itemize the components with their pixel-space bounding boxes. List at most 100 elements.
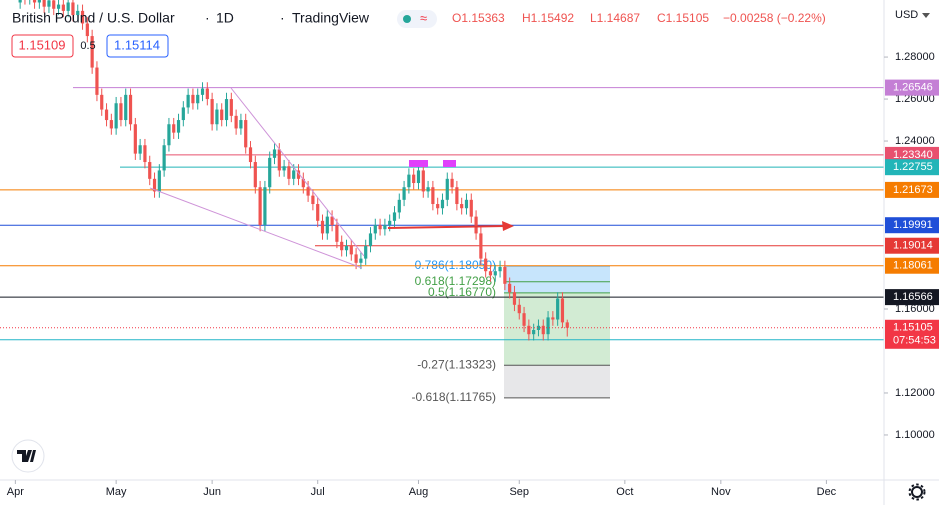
candle-body bbox=[215, 109, 219, 125]
ohlc-value: L1.14687 bbox=[590, 11, 640, 25]
x-tick-label: Jun bbox=[203, 486, 221, 498]
gear[interactable] bbox=[911, 486, 923, 498]
candle-body bbox=[167, 124, 171, 146]
buy-box[interactable] bbox=[106, 34, 169, 58]
y-tick-label: 1.10000 bbox=[895, 429, 935, 441]
candle-body bbox=[181, 107, 185, 121]
x-tick-label: May bbox=[106, 486, 127, 498]
candle-body bbox=[32, 0, 37, 3]
candle-body bbox=[340, 241, 344, 251]
candle-body bbox=[104, 109, 109, 121]
candle-body bbox=[373, 225, 377, 234]
candle-body bbox=[224, 99, 229, 121]
candle-body bbox=[71, 2, 75, 16]
arrow-head bbox=[502, 221, 514, 231]
marker bbox=[409, 160, 428, 167]
fib-zone-top bbox=[504, 265, 610, 293]
settings[interactable] bbox=[908, 483, 926, 501]
drawings bbox=[149, 87, 514, 269]
candle-body bbox=[268, 157, 272, 188]
arrow-line bbox=[387, 225, 506, 229]
candle-body bbox=[157, 170, 161, 192]
candle-body bbox=[344, 246, 349, 251]
x-tick-label: Aug bbox=[409, 486, 429, 498]
symbol: British Pound / U.S. Dollar bbox=[12, 10, 175, 26]
candle-body bbox=[239, 120, 243, 129]
countdown: 07:54:53 bbox=[893, 335, 936, 347]
candle-body bbox=[301, 178, 305, 188]
level-label: 1.23340 bbox=[893, 149, 933, 161]
candle-body bbox=[488, 271, 493, 276]
level-label-bg bbox=[885, 237, 939, 254]
candle-body bbox=[119, 103, 123, 121]
candle-body bbox=[431, 187, 435, 205]
candle-body bbox=[205, 88, 209, 100]
candle-body bbox=[143, 145, 147, 163]
ohlc-value: H1.15492 bbox=[522, 11, 574, 25]
level-label-bg bbox=[885, 181, 939, 198]
level-label: 1.18061 bbox=[893, 260, 933, 272]
separator: · bbox=[280, 10, 285, 26]
candle-body bbox=[498, 267, 502, 272]
candle-body bbox=[95, 67, 99, 95]
candle-body bbox=[517, 304, 521, 314]
x-tick-label: Dec bbox=[817, 486, 837, 498]
candle-body bbox=[234, 115, 238, 129]
candle-body bbox=[560, 298, 565, 323]
candle-body bbox=[253, 162, 257, 188]
level-label: 1.16566 bbox=[893, 291, 933, 303]
ohlc-value: O1.15363 bbox=[452, 11, 505, 25]
candle-body bbox=[61, 4, 65, 11]
candle-body bbox=[85, 23, 89, 37]
y-tick-label: 1.24000 bbox=[895, 135, 935, 147]
candle-body bbox=[210, 99, 214, 125]
channel-upper bbox=[230, 87, 365, 257]
candle-body bbox=[378, 225, 382, 230]
level-label: 1.21673 bbox=[893, 184, 933, 196]
status-dot bbox=[403, 15, 411, 23]
candle-body bbox=[479, 233, 483, 259]
candle-body bbox=[455, 187, 459, 205]
candle-body bbox=[421, 170, 425, 192]
fib-label: -0.618(1.11765) bbox=[411, 390, 496, 404]
level-label-bg bbox=[885, 289, 939, 306]
candle-body bbox=[47, 0, 51, 7]
currency-caret bbox=[922, 13, 930, 18]
candle-body bbox=[320, 220, 325, 234]
candle-body bbox=[556, 298, 560, 320]
candle-body bbox=[508, 283, 512, 293]
candle-body bbox=[138, 145, 142, 154]
current-price-label: 1.15105 bbox=[893, 322, 933, 334]
candle-body bbox=[133, 124, 137, 154]
candle-body bbox=[80, 10, 85, 24]
x-tick-label: Nov bbox=[711, 486, 731, 498]
candle-body bbox=[191, 94, 195, 104]
sell-box[interactable] bbox=[11, 34, 74, 58]
candle-body bbox=[172, 124, 176, 133]
ohlc-value: C1.15105 bbox=[657, 11, 709, 25]
ask: 1.15114 bbox=[114, 37, 160, 52]
candle-body bbox=[522, 313, 526, 326]
candle-body bbox=[37, 0, 41, 3]
candle-body bbox=[416, 170, 421, 184]
candle-body bbox=[114, 103, 118, 129]
candle-body bbox=[436, 204, 440, 209]
gear-teeth bbox=[908, 483, 926, 501]
level-label: 1.26546 bbox=[893, 81, 933, 93]
candle-body bbox=[66, 2, 70, 11]
candle-body bbox=[109, 120, 113, 129]
candle-body bbox=[152, 178, 157, 192]
plot-area: 0.786(1.18050) 0.618(1.17298)0.5(1.16770)… bbox=[0, 0, 884, 404]
candle-body bbox=[364, 246, 368, 259]
candle-body bbox=[402, 187, 406, 200]
interval: 1D bbox=[216, 10, 234, 26]
candle-body bbox=[42, 0, 46, 7]
candle-body bbox=[128, 94, 133, 125]
candle-body bbox=[503, 267, 507, 284]
level-label-bg bbox=[885, 159, 939, 176]
candle-body bbox=[536, 325, 541, 330]
current-price-bg bbox=[885, 319, 939, 349]
candle-body bbox=[464, 199, 469, 209]
